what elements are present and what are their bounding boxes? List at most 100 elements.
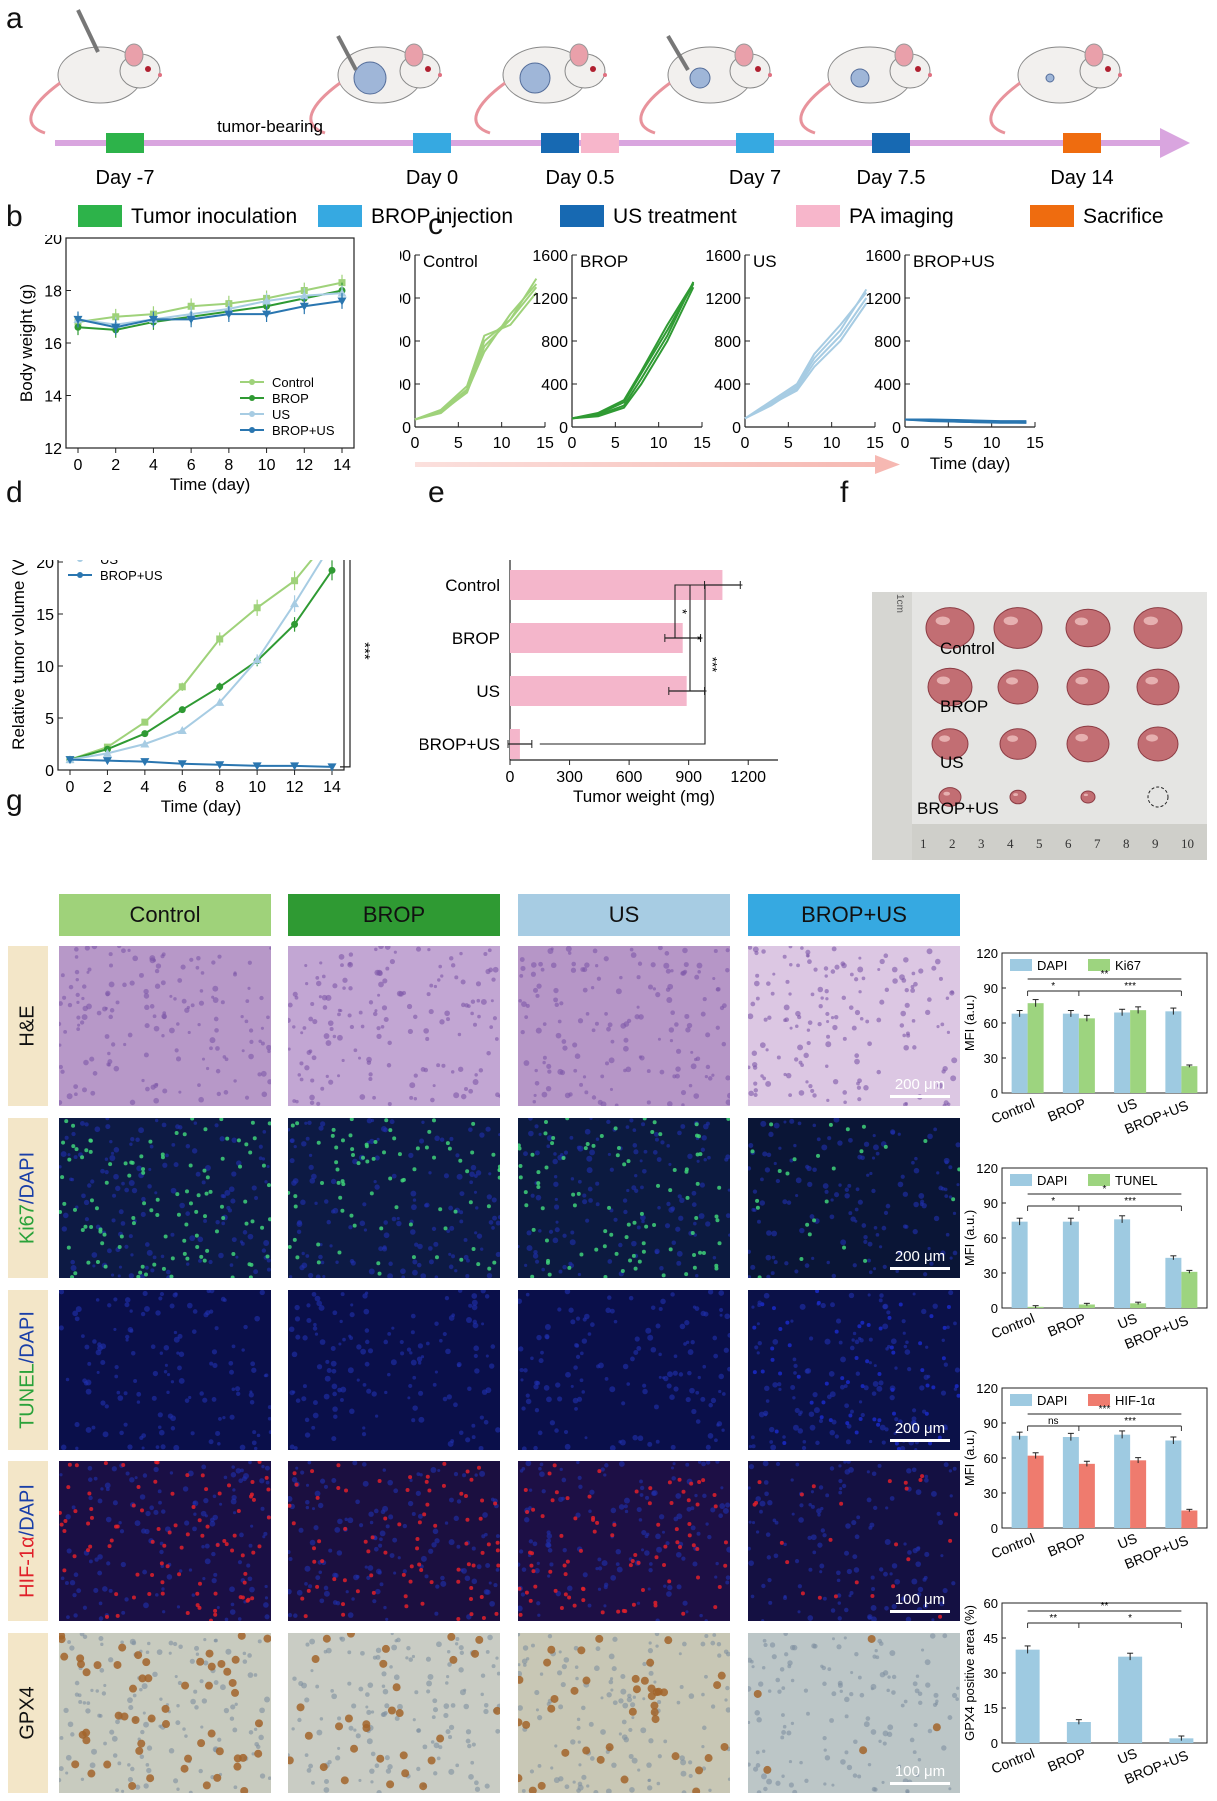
nucleus — [429, 983, 434, 988]
nucleus — [105, 1118, 110, 1121]
nucleus — [69, 1645, 75, 1651]
nucleus — [518, 1298, 523, 1304]
nucleus — [759, 1500, 766, 1507]
stain-signal — [492, 1260, 497, 1265]
nucleus — [247, 1576, 253, 1582]
nucleus — [383, 1605, 387, 1610]
stain-signal — [859, 1149, 864, 1154]
nucleus — [369, 1138, 375, 1144]
nucleus — [155, 1445, 160, 1449]
stain-signal — [383, 1516, 388, 1521]
nucleus — [849, 1590, 854, 1595]
nucleus — [87, 967, 92, 972]
nucleus — [439, 1019, 445, 1025]
nucleus — [886, 1688, 890, 1693]
nucleus — [486, 1272, 493, 1278]
stain-signal — [242, 1580, 247, 1585]
stain-signal — [518, 1612, 523, 1617]
nucleus — [331, 1436, 337, 1442]
nucleus — [795, 1193, 799, 1198]
nucleus — [176, 1022, 180, 1026]
nucleus — [162, 1088, 168, 1094]
nucleus — [342, 986, 346, 990]
histology-image — [518, 1290, 730, 1450]
nucleus — [384, 946, 391, 950]
stain-signal — [723, 1540, 728, 1545]
nucleus — [192, 1526, 197, 1532]
nucleus — [129, 980, 135, 986]
nucleus — [582, 1317, 587, 1322]
histology-image — [59, 1461, 271, 1621]
nucleus — [683, 969, 688, 974]
nucleus — [59, 1766, 64, 1772]
nucleus — [655, 1439, 660, 1444]
chart-tumor-volume: Tumor volumn (mm³)040080012001600051015C… — [400, 248, 1044, 474]
stain-signal — [821, 1400, 826, 1405]
nucleus — [653, 1404, 659, 1410]
y-tick-label: 1200 — [705, 291, 741, 308]
stain-signal — [436, 1734, 445, 1743]
nucleus — [232, 972, 238, 977]
nucleus — [318, 1570, 323, 1575]
category-label: BROP — [1045, 1095, 1088, 1125]
nucleus — [485, 1650, 490, 1654]
nucleus — [102, 1431, 109, 1438]
significance-label: ** — [1049, 1613, 1057, 1624]
nucleus — [111, 1218, 116, 1223]
nucleus — [149, 1004, 155, 1009]
stain-signal — [891, 1350, 896, 1355]
nucleus — [625, 1125, 630, 1129]
stain-signal — [363, 1539, 368, 1544]
nucleus — [857, 1154, 863, 1160]
nucleus — [82, 1701, 87, 1705]
nucleus — [292, 1676, 297, 1681]
stain-signal — [674, 1527, 679, 1532]
nucleus — [221, 1221, 226, 1226]
nucleus — [556, 1670, 563, 1676]
stain-signal — [465, 1169, 470, 1174]
nucleus — [127, 948, 131, 952]
nucleus — [297, 1073, 302, 1077]
stain-signal — [159, 1561, 164, 1566]
nucleus — [120, 1221, 126, 1226]
nucleus — [572, 1397, 579, 1404]
nucleus — [222, 1055, 227, 1059]
nucleus — [301, 1396, 307, 1402]
nucleus — [170, 1426, 176, 1431]
stain-signal — [401, 1177, 406, 1182]
nucleus — [778, 1387, 782, 1392]
nucleus — [392, 1537, 398, 1543]
nucleus — [519, 974, 524, 978]
nucleus — [702, 1493, 707, 1499]
nucleus — [867, 1615, 872, 1620]
nucleus — [948, 1787, 952, 1791]
nucleus — [312, 1018, 318, 1025]
nucleus — [844, 1714, 849, 1719]
nucleus — [490, 1344, 496, 1349]
histology-texture — [518, 1461, 730, 1621]
nucleus — [154, 1118, 159, 1123]
nucleus — [145, 1650, 150, 1655]
stain-signal — [685, 1195, 690, 1200]
nucleus — [657, 946, 663, 951]
nucleus — [418, 1416, 425, 1423]
nucleus — [882, 1323, 889, 1330]
nucleus — [820, 1528, 826, 1533]
nucleus — [582, 987, 588, 993]
nucleus — [147, 1641, 151, 1646]
nucleus — [152, 1671, 158, 1678]
nucleus — [348, 1225, 353, 1230]
nucleus — [80, 1334, 85, 1339]
stain-signal — [141, 1167, 146, 1172]
nucleus — [109, 1729, 115, 1735]
stain-signal — [103, 1264, 108, 1269]
scale-bar-label: 200 μm — [894, 1076, 946, 1093]
nucleus — [671, 1240, 677, 1246]
nucleus — [677, 1130, 682, 1136]
nucleus — [413, 1097, 418, 1101]
nucleus — [667, 983, 674, 990]
nucleus — [291, 1476, 298, 1483]
stain-signal — [695, 1181, 700, 1186]
nucleus — [380, 1126, 387, 1132]
nucleus — [166, 1373, 171, 1377]
